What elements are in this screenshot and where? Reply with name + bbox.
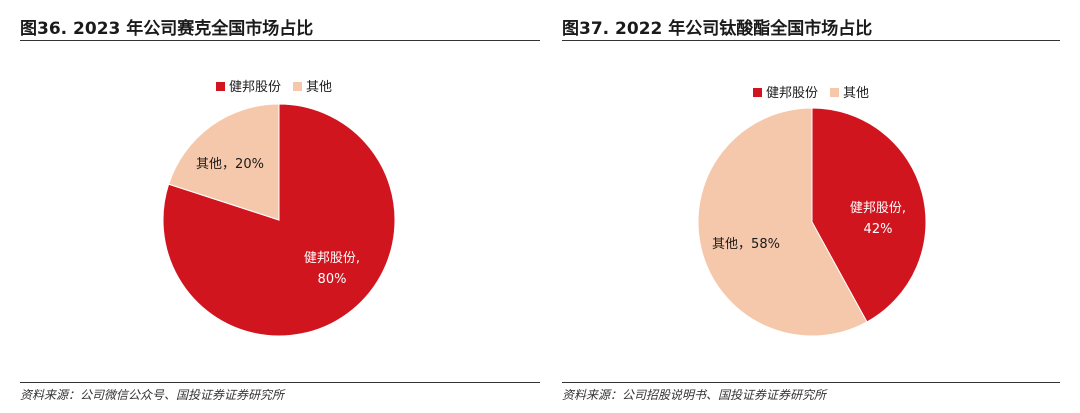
pie-slice-other	[697, 107, 868, 337]
source-note: 资料来源：公司微信公众号、国投证券证券研究所	[20, 388, 285, 402]
pie-slice-jianbang	[811, 107, 927, 323]
chart-panel-left: 图36. 2023 年公司赛克全国市场占比 健邦股份, 80% 其他，20% 健邦股份…	[20, 19, 540, 402]
legend-label-other: 其他	[306, 80, 332, 95]
data-label-jianbang: 健邦股份, 42%	[850, 201, 906, 237]
legend-label-other: 其他	[843, 86, 869, 101]
pie-chart-2022: 健邦股份, 42% 其他，58% 健邦股份 其他	[697, 86, 927, 337]
source-note: 资料来源：公司招股说明书、国投证券证券研究所	[562, 388, 827, 402]
title-divider	[562, 40, 1060, 41]
legend-swatch-other	[293, 82, 302, 91]
title-divider	[20, 40, 540, 41]
source-divider	[20, 382, 540, 383]
legend-swatch-jianbang	[753, 88, 762, 97]
legend-swatch-other	[830, 88, 839, 97]
legend-swatch-jianbang	[216, 82, 225, 91]
pie-slice-other	[168, 103, 280, 221]
data-label-other: 其他，58%	[712, 237, 780, 252]
pie-slice-jianbang	[162, 103, 396, 337]
chart-panel-right: 图37. 2022 年公司钛酸酯全国市场占比 健邦股份, 42% 其他，58% 健邦股…	[560, 0, 1080, 413]
source-divider	[562, 382, 1060, 383]
pie-chart-2023: 健邦股份, 80% 其他，20% 健邦股份 其他	[162, 80, 396, 337]
figure-title: 图36. 2023 年公司赛克全国市场占比	[20, 19, 314, 39]
legend-label-jianbang: 健邦股份	[766, 86, 818, 101]
legend-label-jianbang: 健邦股份	[229, 80, 281, 95]
data-label-other: 其他，20%	[196, 157, 264, 172]
data-label-jianbang: 健邦股份, 80%	[304, 251, 360, 287]
figure-title: 图37. 2022 年公司钛酸酯全国市场占比	[562, 19, 873, 39]
